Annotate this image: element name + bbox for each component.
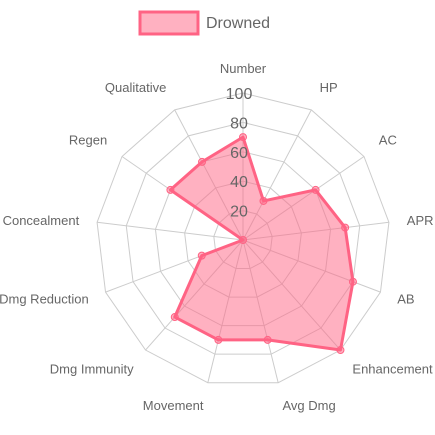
axis-label-regen: Regen [69, 132, 107, 147]
series-area-0 [168, 135, 355, 352]
data-point-10[interactable] [239, 236, 247, 244]
data-point-12[interactable] [198, 157, 207, 166]
spoke-10 [97, 221, 244, 241]
axis-label-dmg-immunity: Dmg Immunity [50, 362, 134, 377]
axis-label-enhancement: Enhancement [352, 362, 433, 377]
tick-label-60: 60 [230, 145, 248, 162]
grid-ring-80 [125, 121, 361, 355]
legend: Drowned [138, 10, 270, 36]
grid-ring-100 [96, 92, 390, 384]
legend-swatch-drowned[interactable] [138, 10, 200, 36]
legend-label-drowned: Drowned [206, 15, 270, 32]
data-point-2[interactable] [311, 185, 320, 194]
axis-label-number: Number [220, 61, 267, 76]
tick-label-20: 20 [230, 204, 248, 221]
data-point-1[interactable] [259, 196, 268, 205]
axis-label-avg-dmg: Avg Dmg [282, 398, 335, 413]
axis-label-ac: AC [379, 132, 397, 147]
radar-series [166, 133, 357, 355]
data-point-4[interactable] [348, 277, 357, 286]
tick-label-80: 80 [230, 115, 248, 132]
data-point-9[interactable] [197, 251, 206, 260]
axis-label-apr: APR [407, 213, 434, 228]
data-point-11[interactable] [166, 185, 175, 194]
axis-label-ab: AB [397, 292, 414, 307]
axis-label-dmg-reduction: Dmg Reduction [0, 292, 89, 307]
tick-label-40: 40 [230, 174, 248, 191]
axis-label-movement: Movement [143, 398, 204, 413]
radar-tick-labels: 20 40 60 80 100 [226, 86, 253, 221]
data-point-7[interactable] [214, 335, 223, 344]
radar-axis-labels: Number HP AC APR AB Enhancement Avg Dmg Movemen… [0, 61, 434, 413]
axis-label-qualitative: Qualitative [105, 80, 166, 95]
axis-label-hp: HP [320, 80, 338, 95]
data-point-3[interactable] [341, 223, 350, 232]
data-point-0[interactable] [239, 133, 247, 142]
data-point-5[interactable] [336, 346, 345, 355]
data-point-8[interactable] [170, 313, 179, 322]
tick-label-100: 100 [226, 86, 253, 103]
axis-label-concealment: Concealment [3, 213, 80, 228]
data-point-6[interactable] [263, 335, 272, 344]
